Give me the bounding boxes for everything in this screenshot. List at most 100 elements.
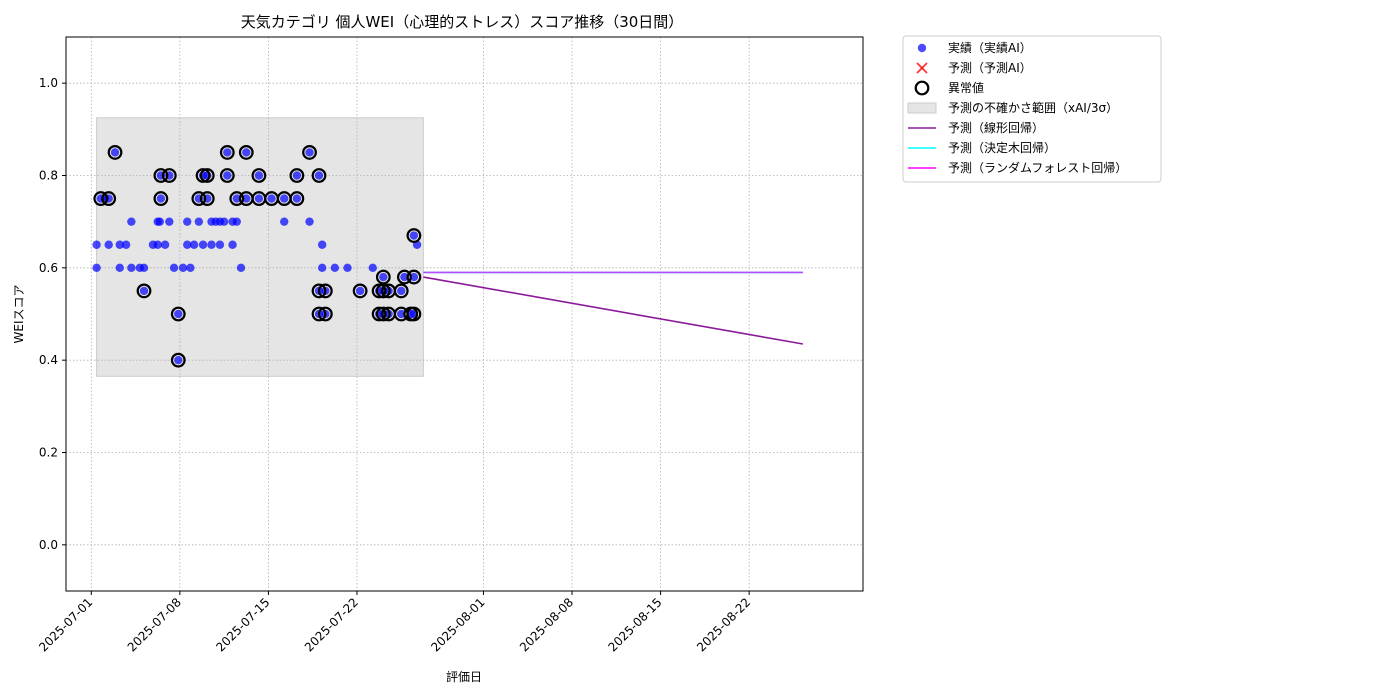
actual-point — [186, 263, 195, 273]
actual-point — [183, 240, 192, 249]
anomaly-marker — [371, 306, 387, 322]
actual-point — [292, 194, 302, 203]
actual-point — [314, 171, 324, 180]
anomaly-marker — [375, 306, 391, 322]
actual-point — [280, 194, 289, 203]
actual-point — [139, 286, 149, 296]
actual-point — [127, 263, 136, 273]
actual-point — [219, 217, 229, 226]
x-tick-label: 2025-08-01 — [428, 595, 487, 654]
actual-point — [215, 240, 225, 249]
x-tick-label: 2025-08-22 — [694, 595, 753, 654]
x-tick-label: 2025-07-08 — [125, 595, 184, 654]
actual-point — [317, 263, 327, 273]
anomaly-marker — [406, 228, 422, 243]
legend-label: 予測（線形回帰） — [948, 120, 1044, 135]
anomaly-marker — [238, 145, 254, 160]
anomaly-marker — [170, 306, 186, 322]
anomaly-marker — [311, 168, 327, 183]
x-tick-label: 2025-07-01 — [36, 595, 95, 654]
x-tick-label: 2025-07-15 — [213, 595, 272, 654]
legend-box — [902, 35, 1162, 183]
anomaly-marker — [397, 269, 412, 285]
anomaly-marker — [101, 191, 117, 206]
anomaly-marker — [199, 168, 215, 183]
actual-point — [254, 171, 264, 180]
actual-point — [92, 263, 101, 273]
actual-point — [160, 240, 170, 249]
actual-point — [379, 272, 388, 282]
actual-point — [139, 263, 149, 273]
anomaly-marker — [406, 306, 422, 322]
actual-point — [104, 240, 113, 249]
anomaly-marker — [311, 283, 327, 299]
legend-marker-anomaly — [914, 80, 930, 96]
actual-point — [254, 194, 264, 203]
actual-point — [127, 217, 136, 226]
actual-point — [242, 148, 251, 157]
uncertainty-band — [96, 117, 424, 377]
legend-label: 予測（決定木回帰） — [948, 140, 1056, 155]
y-tick-label: 0.2 — [39, 446, 58, 460]
actual-point — [156, 194, 166, 203]
y-tick-label: 0.8 — [39, 169, 58, 183]
actual-point — [169, 263, 179, 273]
anomaly-marker — [136, 283, 152, 299]
anomaly-marker — [251, 168, 267, 183]
anomaly-marker — [219, 145, 235, 160]
anomaly-marker — [406, 269, 422, 285]
actual-point — [409, 231, 419, 240]
anomaly-marker — [153, 168, 169, 183]
y-tick-label: 0.4 — [39, 353, 58, 367]
anomaly-marker — [352, 283, 368, 299]
anomaly-marker — [107, 145, 123, 160]
legend-marker-band — [907, 102, 937, 114]
y-axis-label: WEIスコア — [12, 285, 26, 344]
actual-point — [115, 240, 124, 249]
actual-point — [232, 194, 241, 203]
anomaly-marker — [191, 191, 207, 206]
actual-point — [280, 217, 289, 226]
y-tick-label: 0.0 — [39, 538, 58, 552]
legend-label: 予測（ランダムフォレスト回帰） — [948, 160, 1127, 175]
chart-title: 天気カテゴリ 個人WEI（心理的ストレス）スコア推移（30日間） — [241, 13, 684, 31]
actual-point — [236, 263, 246, 273]
anomaly-marker — [199, 191, 215, 206]
legend-marker-predicted — [916, 62, 928, 74]
legend-label: 予測（予測AI） — [948, 61, 1032, 75]
actual-point — [330, 263, 340, 273]
legend-marker-actual — [917, 43, 927, 53]
anomaly-marker — [302, 145, 317, 160]
actual-point — [178, 263, 188, 273]
actual-point — [155, 217, 165, 226]
actual-point — [228, 240, 237, 249]
actual-point — [397, 309, 406, 319]
actual-point — [207, 240, 216, 249]
actual-point — [267, 194, 276, 203]
actual-point — [242, 194, 251, 203]
anomaly-marker — [311, 306, 327, 322]
actual-point — [189, 240, 199, 249]
actual-point — [153, 240, 162, 249]
series-line — [423, 276, 804, 345]
actual-point — [174, 309, 183, 319]
actual-point — [232, 217, 241, 226]
actual-point — [292, 171, 302, 180]
anomaly-marker — [289, 191, 305, 206]
actual-point — [183, 217, 192, 226]
actual-point — [397, 286, 406, 296]
x-axis-label: 評価日 — [446, 669, 482, 684]
anomaly-marker — [289, 168, 305, 183]
actual-point — [409, 272, 419, 282]
anomaly-marker — [161, 168, 177, 183]
anomaly-marker — [219, 168, 235, 183]
legend-label: 予測の不確かさ範囲（xAI/3σ） — [948, 100, 1118, 115]
anomaly-marker — [317, 283, 333, 299]
anomaly-marker — [170, 352, 186, 368]
actual-point — [165, 217, 174, 226]
actual-point — [174, 355, 183, 365]
y-tick-label: 0.6 — [39, 261, 58, 275]
x-tick-label: 2025-08-15 — [605, 595, 664, 654]
